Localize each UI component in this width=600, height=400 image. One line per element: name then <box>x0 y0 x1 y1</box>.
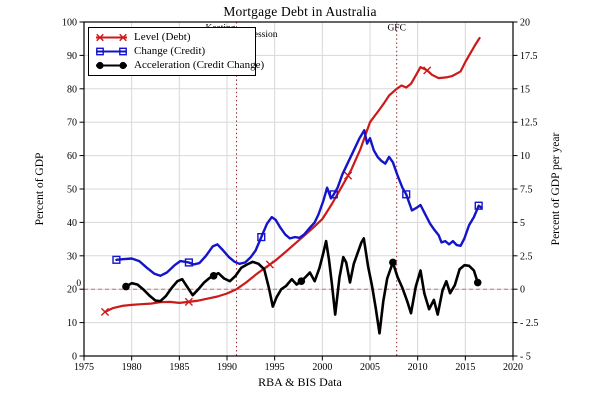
svg-text:20: 20 <box>67 285 77 296</box>
svg-text:40: 40 <box>67 218 77 229</box>
svg-text:2005: 2005 <box>360 362 380 373</box>
chart-title: Mortgage Debt in Australia <box>223 4 377 19</box>
svg-text:30: 30 <box>67 251 77 262</box>
svg-text:12.5: 12.5 <box>520 118 538 129</box>
legend-label: Acceleration (Credit Change) <box>134 59 265 71</box>
svg-text:7.5: 7.5 <box>520 185 533 196</box>
axis-ticks: 1975 1980 1985 1990 1995 2000 2005 2010 2015 2020… <box>62 18 538 374</box>
legend-entry-acceleration: Acceleration (Credit Change) <box>93 58 264 72</box>
svg-text:17.5: 17.5 <box>520 51 538 62</box>
legend-entry-level-debt: Level (Debt) <box>93 30 255 44</box>
svg-text:2.5: 2.5 <box>520 251 533 262</box>
svg-text:20: 20 <box>520 18 530 29</box>
svg-text:2015: 2015 <box>455 362 475 373</box>
svg-text:1975: 1975 <box>74 362 94 373</box>
svg-text:50: 50 <box>67 185 77 196</box>
legend: Level (Debt) Change (Credit) Acceleratio… <box>88 27 264 76</box>
legend-label: Level (Debt) <box>134 31 191 43</box>
series-change-credit- <box>112 128 483 277</box>
annotation-recession: Recession <box>239 30 278 40</box>
svg-text:10: 10 <box>67 318 77 329</box>
svg-text:1995: 1995 <box>265 362 285 373</box>
svg-text:90: 90 <box>67 51 77 62</box>
svg-text:1980: 1980 <box>122 362 142 373</box>
svg-text:0: 0 <box>72 352 77 363</box>
annotation-0: 0 <box>76 279 81 289</box>
series-level-debt- <box>100 36 481 317</box>
gridlines <box>84 22 513 356</box>
svg-text:80: 80 <box>67 84 77 95</box>
x-axis-label: RBA & BIS Data <box>258 375 342 389</box>
svg-text:70: 70 <box>67 118 77 129</box>
svg-text:100: 100 <box>62 18 77 29</box>
svg-text:1985: 1985 <box>169 362 189 373</box>
svg-text:0: 0 <box>520 285 525 296</box>
svg-text:60: 60 <box>67 151 77 162</box>
svg-text:2020: 2020 <box>503 362 523 373</box>
svg-text:2010: 2010 <box>408 362 428 373</box>
annotation-gfc: GFC <box>387 24 405 34</box>
svg-text:2000: 2000 <box>312 362 332 373</box>
series-acceleration-credit-change- <box>122 237 482 335</box>
legend-sample-square-marker-icon <box>93 45 130 58</box>
svg-text:- 2.5: - 2.5 <box>520 318 538 329</box>
legend-label: Change (Credit) <box>134 45 206 57</box>
svg-text:10: 10 <box>520 151 530 162</box>
legend-entry-change-credit: Change (Credit) <box>93 44 255 58</box>
svg-text:- 5: - 5 <box>520 352 531 363</box>
legend-sample-dot-marker-icon <box>93 59 130 72</box>
svg-text:1990: 1990 <box>217 362 237 373</box>
legend-sample-x-marker-icon <box>93 31 130 44</box>
right-axis-label: Percent of GDP per year <box>550 132 562 246</box>
left-axis-label: Percent of GDP <box>34 152 46 226</box>
svg-text:15: 15 <box>520 84 530 95</box>
svg-text:5: 5 <box>520 218 525 229</box>
